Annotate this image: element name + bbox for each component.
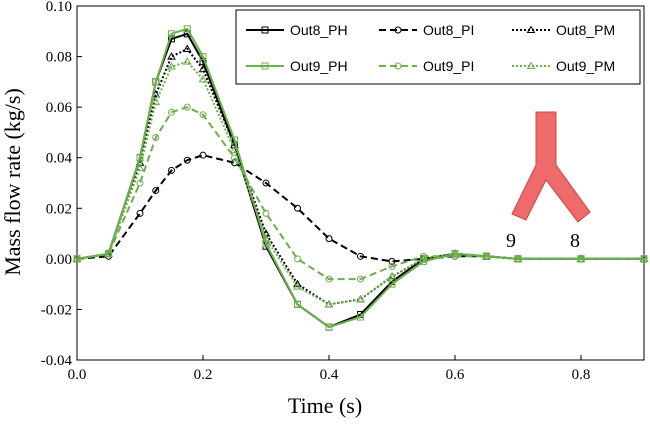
marker [136, 209, 144, 217]
marker [387, 272, 397, 280]
marker [152, 133, 160, 141]
legend-label: Out8_PH [290, 22, 348, 38]
series-line [76, 106, 644, 281]
x-tick-label: 0.6 [446, 367, 465, 383]
marker [152, 78, 160, 86]
series [72, 57, 649, 308]
legend-marker [526, 25, 536, 33]
vessel-icon [511, 111, 591, 223]
legend-label: Out9_PM [556, 58, 615, 74]
legend: Out8_PH Out8_PI Out8_PM Out9_PH Out9_PI Out9_… [235, 9, 641, 85]
marker [639, 254, 649, 262]
legend-marker [261, 26, 269, 34]
y-axis-label: Mass flow rate (kg/s) [0, 88, 25, 276]
marker [104, 249, 113, 257]
y-tick-label: 0.08 [46, 50, 72, 66]
marker [183, 25, 191, 33]
marker [324, 299, 334, 308]
marker [168, 30, 175, 38]
marker [199, 151, 207, 159]
marker [294, 300, 301, 308]
legend-label: Out9_PI [423, 58, 474, 74]
annotation: 9 [506, 230, 516, 252]
marker [199, 53, 207, 61]
marker [325, 323, 333, 331]
marker [231, 154, 238, 162]
marker [513, 254, 523, 262]
y-tick-label: 0.06 [46, 100, 73, 116]
marker [261, 234, 271, 242]
marker [357, 313, 364, 321]
marker [182, 44, 192, 52]
legend-box [235, 9, 641, 85]
marker [136, 179, 144, 187]
marker [357, 252, 364, 260]
legend-marker [526, 61, 536, 69]
y-tick-label: -0.04 [41, 353, 73, 369]
x-tick-label: 0.8 [572, 367, 591, 383]
marker [230, 145, 239, 154]
y-tick-label: -0.02 [41, 302, 72, 318]
marker [72, 254, 82, 262]
legend-marker [261, 62, 269, 70]
marker [199, 111, 207, 119]
marker [482, 251, 491, 260]
marker [262, 209, 270, 217]
marker [198, 74, 208, 83]
x-tick-label: 0.4 [320, 367, 339, 383]
marker [231, 136, 238, 144]
series [73, 151, 648, 265]
marker [576, 254, 586, 262]
marker [198, 64, 208, 73]
marker [152, 187, 160, 195]
marker [325, 235, 333, 243]
marker [388, 262, 396, 270]
marker [167, 62, 176, 70]
marker [182, 57, 192, 65]
annotation: 8 [570, 230, 580, 252]
y-tick-label: 0.10 [46, 0, 72, 15]
marker [325, 275, 333, 283]
marker [294, 255, 301, 263]
y-tick-label: 0.00 [46, 252, 72, 268]
marker [136, 154, 144, 162]
marker [419, 254, 428, 262]
marker [262, 179, 270, 187]
legend-label: Out8_PM [556, 22, 615, 38]
marker [356, 294, 365, 303]
x-tick-label: 0.2 [194, 367, 213, 383]
marker [168, 108, 175, 116]
marker [183, 156, 191, 164]
marker [151, 97, 161, 106]
x-tick-label: 0.0 [68, 367, 87, 383]
marker [357, 275, 364, 283]
y-tick-label: 0.02 [46, 201, 72, 217]
marker [293, 282, 302, 290]
series-line [76, 60, 644, 306]
marker [450, 249, 460, 257]
marker [388, 280, 396, 288]
legend-label: Out9_PH [290, 58, 348, 74]
marker [388, 257, 396, 265]
plot-frame [76, 5, 645, 361]
legend-label: Out8_PI [423, 22, 474, 38]
marker [293, 279, 302, 288]
marker [183, 103, 191, 111]
marker [294, 204, 301, 212]
x-axis-label: Time (s) [288, 393, 362, 418]
legend-marker [394, 26, 402, 34]
marker [167, 52, 176, 60]
y-tick-label: 0.04 [46, 151, 73, 167]
marker [168, 166, 175, 174]
marker [135, 163, 145, 171]
legend-marker [394, 62, 402, 70]
